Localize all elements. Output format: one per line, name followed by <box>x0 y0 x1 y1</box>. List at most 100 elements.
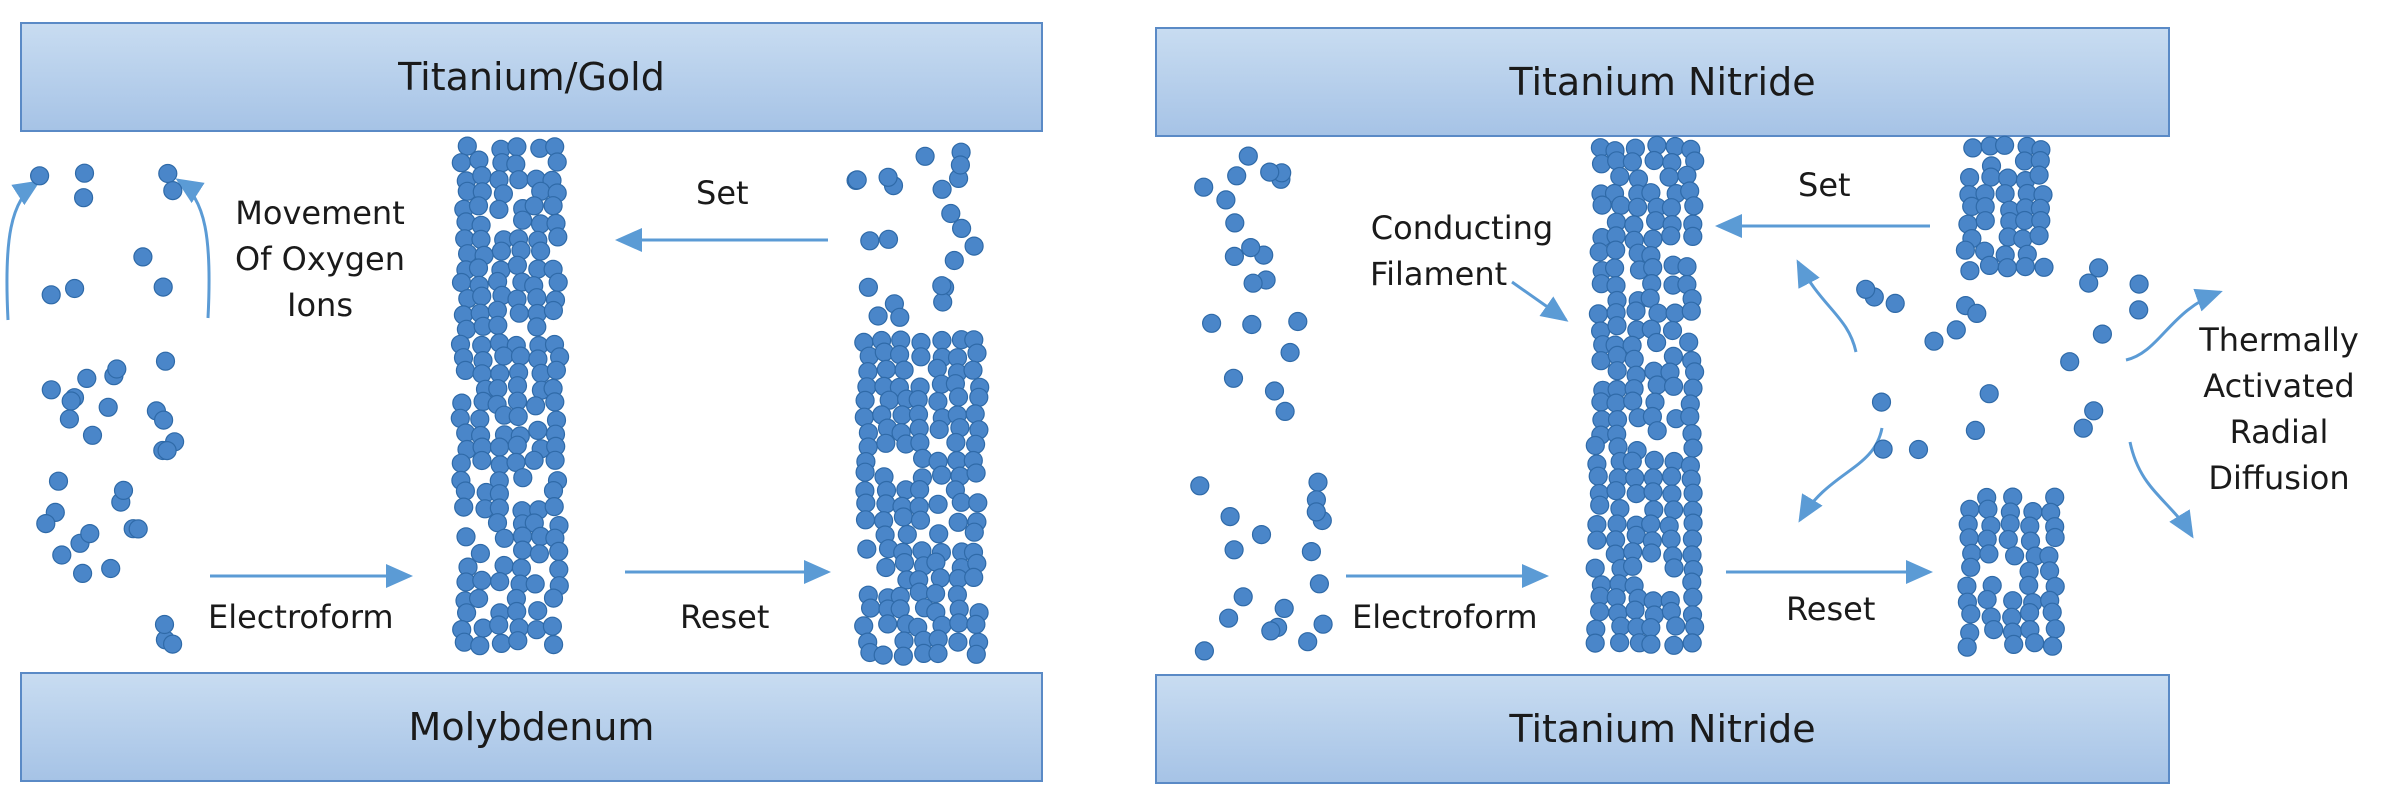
oxygen-ion-dot <box>2015 210 2035 231</box>
oxygen-ion-dot <box>1625 600 1645 620</box>
oxygen-ion-dot <box>508 406 528 427</box>
oxygen-ion-dot <box>1663 346 1684 366</box>
oxygen-ion-dot <box>1606 481 1626 501</box>
oxygen-ion-dot <box>1606 240 1626 260</box>
left-arrows <box>5 178 831 588</box>
oxygen-ion-dot <box>546 360 567 380</box>
oxygen-ion-dot <box>860 231 880 251</box>
oxygen-ion-dot <box>36 513 56 534</box>
oxygen-ion-dot <box>525 396 546 416</box>
oxygen-ion-dot <box>490 571 510 592</box>
oxygen-ion-dot <box>847 170 867 190</box>
oxygen-ion-dot <box>1626 484 1646 504</box>
oxygen-ion-dot <box>543 300 564 321</box>
oxygen-ion-dot <box>1955 240 1976 260</box>
oxygen-ion-dot <box>513 468 533 488</box>
oxygen-ion-dot <box>470 543 490 564</box>
diffusion-arrow-lower-left <box>1798 427 1884 523</box>
oxygen-ion-dot <box>1984 619 2004 640</box>
oxygen-ion-dot <box>80 523 100 544</box>
oxygen-ion-dot <box>929 419 949 440</box>
oxygen-ion-dot <box>1641 617 1661 638</box>
right-electroform-label: Electroform <box>1352 598 1538 636</box>
oxygen-ion-dot <box>2042 602 2062 622</box>
oxygen-ion-dot <box>2092 324 2112 344</box>
oxygen-ion-dot <box>1288 311 1308 332</box>
oxygen-ion-dot <box>52 545 72 565</box>
oxygen-ion-dot <box>155 351 176 371</box>
oxygen-ion-dot <box>1260 162 1280 182</box>
oxygen-ion-dot <box>59 409 80 429</box>
oxygen-ion-dot <box>1224 246 1245 266</box>
oxygen-ion-dot <box>2004 634 2024 655</box>
oxygen-ion-dot <box>911 347 931 367</box>
oxygen-ion-dot <box>1624 349 1644 369</box>
oxygen-ion-dot <box>133 247 153 267</box>
oxygen-ion-dot <box>1592 195 1612 215</box>
oxygen-ion-dot <box>1664 558 1684 578</box>
oxygen-ion-dot <box>1238 146 1258 166</box>
oxygen-ion-dot <box>1647 375 1667 395</box>
oxygen-ion-dot <box>968 493 988 513</box>
right-top-electrode: Titanium Nitride <box>1155 27 2170 137</box>
oxygen-ion-dot <box>1998 529 2018 550</box>
oxygen-ion-dot <box>1611 616 1631 636</box>
oxygen-ion-dot <box>1683 226 1703 246</box>
oxygen-ion-dot <box>472 450 492 471</box>
oxygen-ion-dot <box>1587 530 1607 550</box>
oxygen-ion-dot <box>1610 166 1630 187</box>
oxygen-ion-dot <box>1194 177 1214 197</box>
oxygen-ion-dot <box>1216 190 1236 210</box>
right-bottom-electrode: Titanium Nitride <box>1155 674 2170 784</box>
left-curved-arrow-right <box>175 178 211 319</box>
oxygen-ion-dot <box>1301 541 1322 562</box>
oxygen-ion-dot <box>1643 258 1663 278</box>
oxygen-ion-dot <box>2089 258 2109 278</box>
oxygen-ion-dot <box>928 494 948 514</box>
oxygen-ion-dot <box>1665 136 1685 157</box>
oxygen-ion-dot <box>1645 211 1666 231</box>
oxygen-ion-dot <box>1218 608 1239 628</box>
oxygen-ion-dot <box>1977 589 1997 610</box>
oxygen-ion-dot <box>1684 362 1705 382</box>
oxygen-ion-dot <box>1856 279 1876 299</box>
oxygen-ion-dot <box>1625 468 1645 488</box>
oxygen-ion-dot <box>153 277 173 297</box>
oxygen-ion-dot <box>1588 466 1608 486</box>
oxygen-ion-dot <box>1589 602 1610 622</box>
oxygen-ion-dot <box>128 519 148 539</box>
oxygen-ion-dot <box>1623 391 1643 411</box>
oxygen-ion-dot <box>77 368 97 388</box>
oxygen-ion-dot <box>527 317 547 337</box>
oxygen-ion-dot <box>1190 476 1210 496</box>
oxygen-ion-dot <box>1585 558 1605 578</box>
oxygen-ion-dot <box>1998 168 2018 188</box>
oxygen-ion-dot <box>1885 293 1905 313</box>
oxygen-ion-dot <box>1275 401 1295 421</box>
oxygen-ion-dot <box>878 614 898 634</box>
oxygen-ion-dot <box>2019 575 2039 596</box>
oxygen-ion-dot <box>1313 614 1333 634</box>
oxygen-ion-dot <box>1280 342 1300 363</box>
oxygen-ion-dot <box>966 644 986 664</box>
oxygen-ion-dot <box>1959 168 1980 188</box>
oxygen-ion-dot <box>1664 500 1684 520</box>
oxygen-ion-dot <box>2029 226 2049 246</box>
oxygen-ion-dot <box>1677 257 1697 277</box>
oxygen-ion-dot <box>878 229 899 249</box>
oxygen-ion-dot <box>1997 258 2017 278</box>
oxygen-ion-dot <box>951 218 972 238</box>
oxygen-ion-dot <box>1679 332 1699 352</box>
oxygen-ion-dot <box>1946 320 1966 340</box>
oxygen-ion-dot <box>2084 401 2104 421</box>
conducting-filament-label: Conducting Filament <box>1370 209 1554 293</box>
oxygen-ion-dot <box>1641 634 1661 654</box>
oxygen-ion-dot <box>1298 632 1318 652</box>
left-reset-label: Reset <box>680 598 770 636</box>
oxygen-ion-dot <box>1607 514 1627 534</box>
oxygen-ion-dot <box>873 645 893 665</box>
oxygen-ion-dot <box>489 615 509 635</box>
right-top-electrode-label: Titanium Nitride <box>1509 60 1816 104</box>
